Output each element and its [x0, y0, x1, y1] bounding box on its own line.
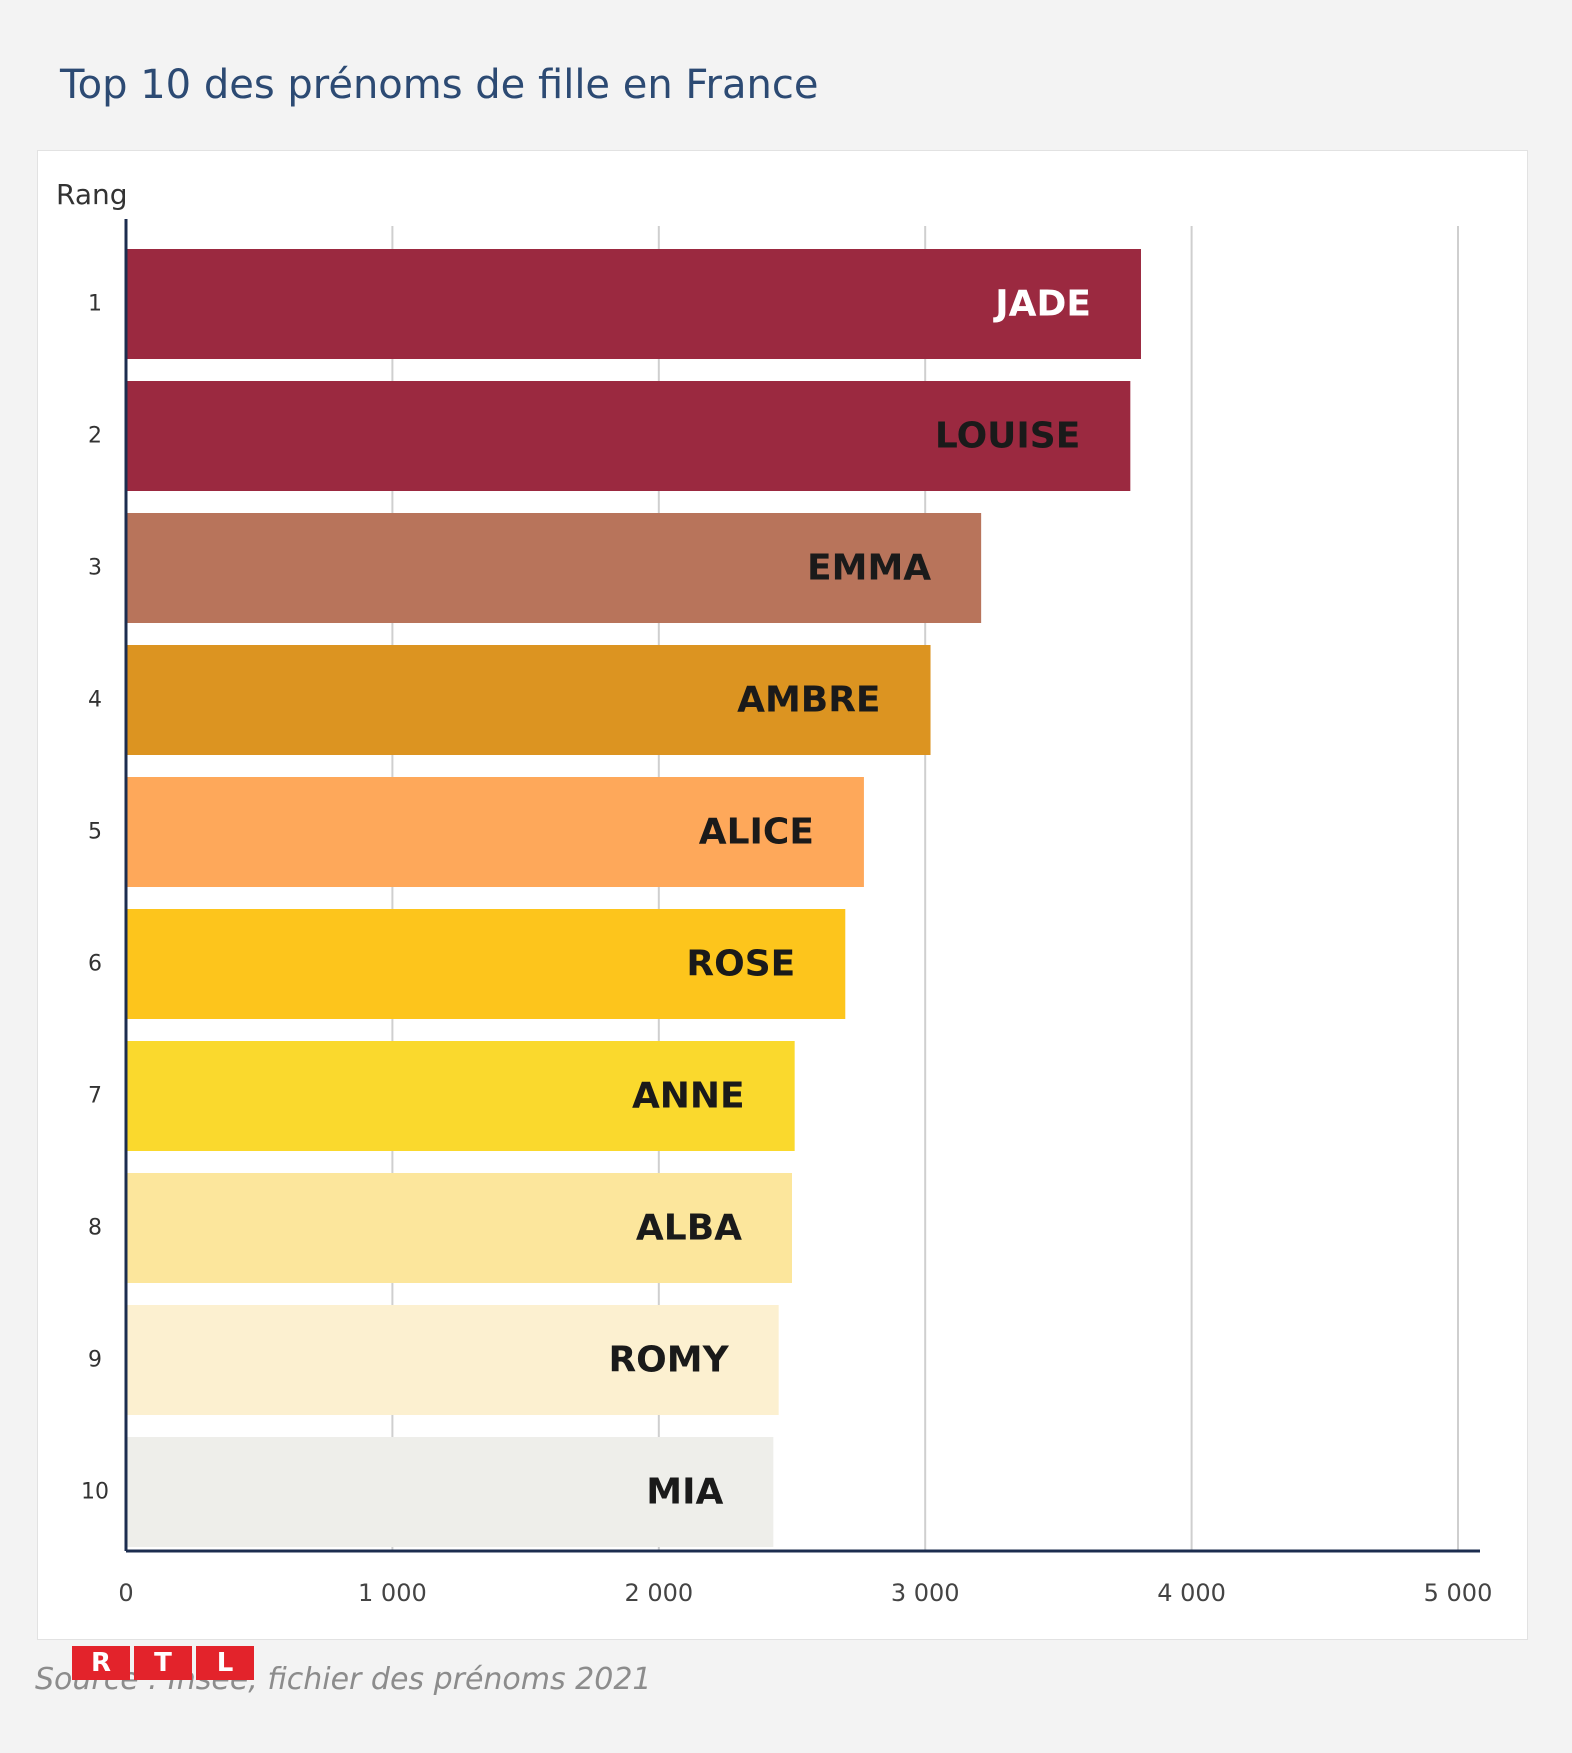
y-axis-title: Rang	[56, 178, 128, 211]
bar-label: AMBRE	[737, 680, 880, 721]
rank-tick-label: 2	[88, 424, 102, 449]
rank-tick-label: 8	[88, 1216, 102, 1241]
bar-label: MIA	[646, 1472, 723, 1513]
rtl-logo: R T L	[72, 1646, 254, 1680]
x-tick-label: 3 000	[891, 1579, 960, 1607]
x-tick-label: 4 000	[1157, 1579, 1226, 1607]
rank-tick-label: 5	[88, 820, 102, 845]
x-tick-label: 1 000	[358, 1579, 427, 1607]
chart-title: Top 10 des prénoms de fille en France	[60, 62, 818, 108]
bar-label: ROMY	[608, 1340, 729, 1381]
rank-tick-label: 10	[81, 1480, 109, 1505]
bar-label: ALBA	[636, 1208, 742, 1249]
chart-panel: JADE 1 LOUISE 2 EMMA 3 AMBRE 4 ALICE 5 ROSE 6 ANNE 7 A…	[37, 150, 1528, 1640]
x-tick-label: 0	[118, 1579, 133, 1607]
rank-tick-label: 1	[88, 292, 102, 317]
rank-tick-label: 6	[88, 952, 102, 977]
bar-label: JADE	[992, 284, 1091, 325]
bar	[126, 249, 1141, 359]
logo-letter-t: T	[134, 1646, 192, 1680]
bar-label: LOUISE	[935, 416, 1080, 457]
rank-tick-label: 4	[88, 688, 102, 713]
bar-chart: JADE 1 LOUISE 2 EMMA 3 AMBRE 4 ALICE 5 ROSE 6 ANNE 7 A…	[38, 151, 1529, 1641]
bar-label: ANNE	[632, 1076, 745, 1117]
logo-letter-r: R	[72, 1646, 130, 1680]
rank-tick-label: 7	[88, 1084, 102, 1109]
x-tick-label: 2 000	[624, 1579, 693, 1607]
bar-label: ROSE	[686, 944, 795, 985]
rank-tick-label: 9	[88, 1348, 102, 1373]
bar-label: ALICE	[699, 812, 814, 853]
rank-tick-label: 3	[88, 556, 102, 581]
logo-letter-l: L	[196, 1646, 254, 1680]
x-tick-label: 5 000	[1424, 1579, 1493, 1607]
bar-label: EMMA	[807, 548, 931, 589]
